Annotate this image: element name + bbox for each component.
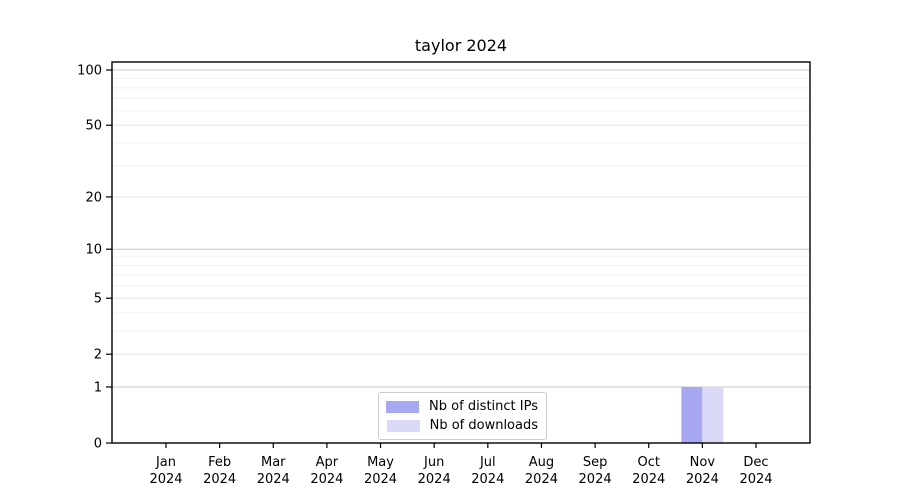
legend-label-distinct-ips: Nb of distinct IPs [429,399,538,414]
legend: Nb of distinct IPs Nb of downloads [378,392,547,440]
legend-swatch-distinct-ips [386,400,420,413]
x-tick-label-month: Oct [637,455,659,470]
y-tick-label: 1 [94,380,102,395]
x-tick-label-year: 2024 [686,472,719,487]
y-tick-label: 100 [77,64,102,79]
x-tick-label-month: Jul [479,455,496,470]
bar-downloads-nov [702,386,724,443]
legend-label-downloads: Nb of downloads [429,418,538,433]
y-tick-label: 10 [85,243,102,258]
x-tick-label-month: Mar [261,455,286,470]
y-tick-label: 20 [85,190,102,205]
y-tick-label: 5 [94,292,102,307]
x-tick-label-year: 2024 [739,472,772,487]
plot-border [111,61,811,444]
x-tick-label-year: 2024 [149,472,182,487]
x-tick-label-year: 2024 [632,472,665,487]
bar-distinct-ips-nov [681,386,703,443]
x-tick-label-month: Dec [743,455,768,470]
x-tick-label-year: 2024 [310,472,343,487]
x-tick-label-year: 2024 [257,472,290,487]
x-tick-label-year: 2024 [418,472,451,487]
x-tick-label-month: Sep [583,455,608,470]
x-tick-label-year: 2024 [364,472,397,487]
chart-title: taylor 2024 [414,36,508,55]
x-tick-label-year: 2024 [579,472,612,487]
x-tick-label-year: 2024 [471,472,504,487]
x-tick-label-month: Aug [529,455,554,470]
legend-item-downloads: Nb of downloads [386,418,538,433]
y-tick-label: 0 [94,437,102,452]
x-tick-label-month: Jun [423,455,444,470]
legend-item-distinct-ips: Nb of distinct IPs [386,399,538,414]
x-tick-label-year: 2024 [525,472,558,487]
x-tick-label-month: May [367,455,394,470]
y-tick-label: 2 [94,348,102,363]
legend-swatch-downloads [386,419,420,432]
x-tick-label-year: 2024 [203,472,236,487]
x-tick-label-month: Feb [208,455,231,470]
x-tick-label-month: Apr [316,455,339,470]
y-tick-label: 50 [85,119,102,134]
x-tick-label-month: Nov [690,455,716,470]
x-tick-label-month: Jan [155,455,176,470]
